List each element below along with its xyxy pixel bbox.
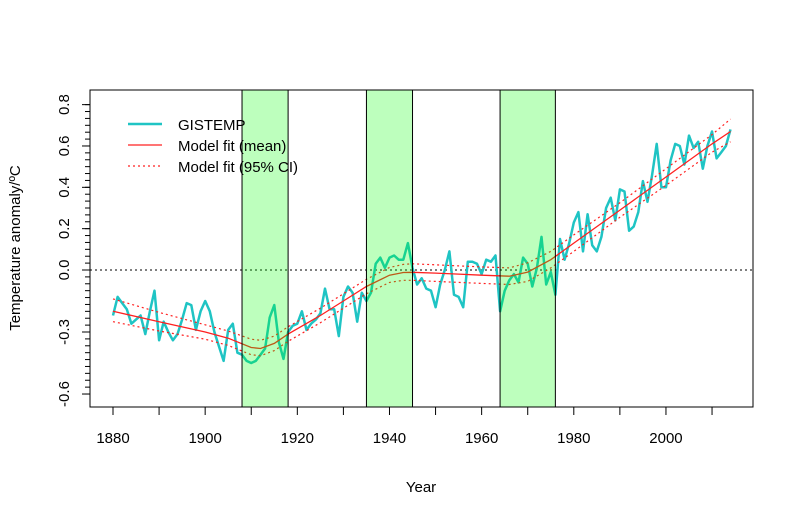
legend-label-model-mean: Model fit (mean) bbox=[178, 138, 286, 155]
shaded-period-1 bbox=[241, 89, 289, 408]
y-axis-label: Temperature anomaly/ºC bbox=[7, 165, 24, 331]
x-tick-label: 1900 bbox=[188, 430, 221, 447]
y-tick-label: 0.4 bbox=[56, 177, 73, 198]
series-model-mean-line bbox=[112, 130, 731, 350]
x-tick-label: 1880 bbox=[96, 430, 129, 447]
legend-label-model-ci: Model fit (95% CI) bbox=[178, 159, 298, 176]
y-tick-label: 0.0 bbox=[56, 260, 73, 281]
shaded-period-2 bbox=[365, 89, 414, 408]
x-tick-label: 2000 bbox=[649, 430, 682, 447]
x-axis: 1880 1900 1920 1940 1960 1980 2000 bbox=[96, 407, 713, 447]
y-tick-label: 0.8 bbox=[56, 94, 73, 115]
x-tick-label: 1940 bbox=[373, 430, 406, 447]
y-axis: 0.8 0.6 0.4 0.2 0.0 -0.3 -0.6 bbox=[56, 94, 90, 407]
series-model-ci-upper-line bbox=[112, 118, 731, 341]
series-gistemp-line bbox=[111, 129, 732, 365]
shaded-period-3 bbox=[499, 89, 556, 408]
legend-label-gistemp: GISTEMP bbox=[178, 117, 246, 134]
plot-frame bbox=[89, 89, 754, 408]
legend: GISTEMP Model fit (mean) Model fit (95% … bbox=[128, 117, 298, 176]
y-tick-label: 0.6 bbox=[56, 136, 73, 157]
y-tick-label: 0.2 bbox=[56, 218, 73, 239]
y-tick-label: -0.6 bbox=[56, 381, 73, 407]
x-axis-label: Year bbox=[406, 479, 436, 496]
y-tick-label: -0.3 bbox=[56, 319, 73, 345]
x-tick-label: 1980 bbox=[557, 430, 590, 447]
x-tick-label: 1960 bbox=[465, 430, 498, 447]
x-tick-label: 1920 bbox=[281, 430, 314, 447]
